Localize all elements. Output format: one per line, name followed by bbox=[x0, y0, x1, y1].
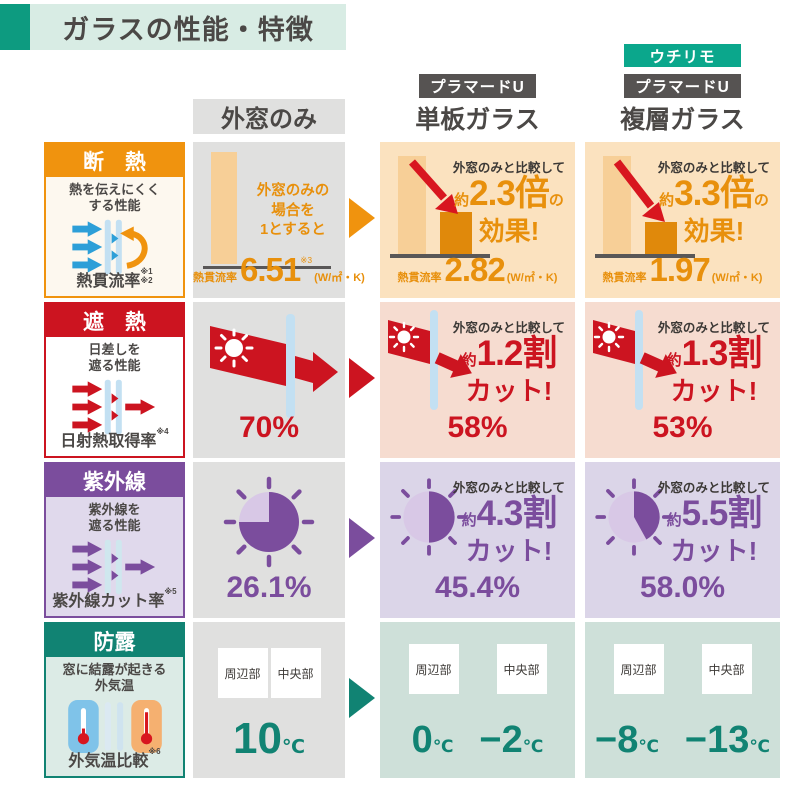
arrow-right-icon bbox=[349, 358, 375, 398]
row-description: 日差しを 遮る性能 bbox=[88, 342, 141, 374]
bar-comparison-icon bbox=[390, 156, 490, 258]
zone-labels: 周辺部 中央部 bbox=[193, 648, 345, 698]
baseline-bar bbox=[211, 152, 237, 264]
zone-labels: 周辺部 中央部 bbox=[585, 644, 780, 694]
uchirimo-badge: ウチリモ bbox=[624, 44, 741, 67]
uv-cut-baseline: 26.1% bbox=[226, 571, 312, 604]
row-metric-label: 熱貫流率※1 ※2 bbox=[76, 267, 153, 290]
double-glass-cell-condensation: 周辺部 中央部 −8℃ −13℃ bbox=[585, 622, 780, 778]
zone-center-label: 中央部 bbox=[496, 644, 547, 694]
single-glass-cell-insulation: 外窓のみと比較して 約2.3倍の 効果! 熱貫流率2.82 (W/㎡・K) bbox=[380, 142, 575, 298]
row-uv: 紫外線 紫外線を 遮る性能 紫外線カット率※5 bbox=[0, 462, 800, 618]
row-description: 熱を伝えにくく する性能 bbox=[69, 182, 160, 214]
zone-edge-label: 周辺部 bbox=[408, 644, 459, 694]
comparison-callout: 外窓のみと比較して 約2.3倍の 効果! bbox=[452, 161, 566, 246]
row-title: 遮 熱 bbox=[46, 304, 183, 337]
comparison-callout: 外窓のみと比較して 約5.5割 カット! bbox=[657, 481, 771, 566]
zone-labels: 周辺部 中央部 bbox=[380, 644, 575, 694]
uv-cut-double: 58.0% bbox=[639, 571, 726, 604]
sun-heat-glass-icon bbox=[46, 378, 183, 436]
row-insulation: 断 熱 熱を伝えにくく する性能 bbox=[0, 142, 800, 298]
u-value-baseline: 熱貫流率6.51※3(W/㎡・K) bbox=[193, 251, 365, 288]
row-description: 紫外線を 遮る性能 bbox=[88, 502, 141, 534]
double-glass-cell-uv: 外窓のみと比較して 約5.5割 カット! 58.0% bbox=[585, 462, 780, 618]
title-accent-block bbox=[0, 4, 30, 50]
uv-cut-single: 45.4% bbox=[434, 571, 521, 604]
edge-temperature: −8℃ bbox=[595, 719, 659, 761]
baseline-cell-uv: 26.1% bbox=[193, 462, 345, 618]
sun-pie-icon bbox=[595, 478, 673, 556]
zone-center-label: 中央部 bbox=[270, 648, 321, 698]
plamard-u-badge-single: プラマードU bbox=[419, 74, 536, 98]
u-value-single: 熱貫流率2.82 (W/㎡・K) bbox=[397, 251, 558, 288]
row-description: 窓に結露が起きる 外気温 bbox=[62, 662, 167, 694]
solar-gain-double: 53% bbox=[652, 411, 713, 444]
row-metric-label: 紫外線カット率※5 bbox=[52, 587, 177, 610]
temperatures-single: 0℃ −2℃ bbox=[380, 719, 575, 762]
temperature-baseline: 10℃ bbox=[233, 714, 305, 763]
sun-pie-icon bbox=[223, 476, 315, 568]
row-metric-label: 外気温比較※6 bbox=[68, 747, 161, 770]
edge-temperature: 0℃ bbox=[411, 719, 454, 761]
insulation-label-card: 断 熱 熱を伝えにくく する性能 bbox=[44, 142, 185, 298]
bar-comparison-icon bbox=[595, 156, 695, 258]
plamard-u-badge-double: プラマードU bbox=[624, 74, 741, 98]
zone-center-label: 中央部 bbox=[701, 644, 752, 694]
temperatures-double: −8℃ −13℃ bbox=[585, 719, 780, 762]
thermometers-icon bbox=[46, 698, 183, 755]
single-glass-cell-heat-shading: 外窓のみと比較して 約1.2割 カット! 58% bbox=[380, 302, 575, 458]
solar-gain-baseline: 70% bbox=[238, 411, 300, 444]
double-glass-cell-insulation: 外窓のみと比較して 約3.3倍の 効果! 熱貫流率1.97 (W/㎡・K) bbox=[585, 142, 780, 298]
page-title: ガラスの性能・特徴 bbox=[30, 4, 346, 50]
column-header-single-glass: 単板ガラス bbox=[415, 106, 540, 134]
comparison-callout: 外窓のみと比較して 約1.2割 カット! bbox=[452, 321, 566, 406]
uv-label-card: 紫外線 紫外線を 遮る性能 紫外線カット率※5 bbox=[44, 462, 185, 618]
arrow-right-icon bbox=[349, 678, 375, 718]
row-title: 防露 bbox=[46, 624, 183, 657]
arrow-right-icon bbox=[349, 198, 375, 238]
solar-gain-single: 58% bbox=[447, 411, 508, 444]
single-glass-cell-uv: 外窓のみと比較して 約4.3割 カット! 45.4% bbox=[380, 462, 575, 618]
heat-flow-glass-icon bbox=[46, 218, 183, 276]
single-glass-cell-condensation: 周辺部 中央部 0℃ −2℃ bbox=[380, 622, 575, 778]
solar-arrow-icon bbox=[210, 314, 338, 418]
baseline-cell-heat-shading: 70% bbox=[193, 302, 345, 458]
baseline-axis bbox=[203, 266, 331, 269]
column-header-baseline: 外窓のみ bbox=[193, 99, 345, 134]
comparison-callout: 外窓のみと比較して 約4.3割 カット! bbox=[452, 481, 566, 566]
sun-pie-icon bbox=[390, 478, 468, 556]
row-title: 紫外線 bbox=[46, 464, 183, 497]
baseline-note: 外窓のみの 場合を 1とすると bbox=[256, 183, 330, 239]
center-temperature: −13℃ bbox=[684, 719, 770, 761]
zone-edge-label: 周辺部 bbox=[613, 644, 664, 694]
uv-glass-icon bbox=[46, 538, 183, 596]
solar-arrow-icon bbox=[388, 310, 472, 410]
comparison-callout: 外窓のみと比較して 約1.3割 カット! bbox=[657, 321, 771, 406]
baseline-cell-condensation: 周辺部 中央部 10℃ bbox=[193, 622, 345, 778]
center-temperature: −2℃ bbox=[479, 719, 544, 761]
row-condensation: 防露 窓に結露が起きる 外気温 外気温比較※6 bbox=[0, 622, 800, 778]
arrow-right-icon bbox=[349, 518, 375, 558]
condensation-label-card: 防露 窓に結露が起きる 外気温 外気温比較※6 bbox=[44, 622, 185, 778]
double-glass-cell-heat-shading: 外窓のみと比較して 約1.3割 カット! 53% bbox=[585, 302, 780, 458]
solar-arrow-icon bbox=[593, 310, 677, 410]
u-value-double: 熱貫流率1.97 (W/㎡・K) bbox=[602, 251, 763, 288]
comparison-callout: 外窓のみと比較して 約3.3倍の 効果! bbox=[657, 161, 771, 246]
baseline-cell-insulation: 外窓のみの 場合を 1とすると 熱貫流率6.51※3(W/㎡・K) bbox=[193, 142, 365, 298]
row-title: 断 熱 bbox=[46, 144, 183, 177]
column-header-double-glass: 複層ガラス bbox=[620, 106, 745, 134]
heat-shading-label-card: 遮 熱 日差しを 遮る性能 日射熱取得率※4 bbox=[44, 302, 185, 458]
row-heat-shading: 遮 熱 日差しを 遮る性能 日射熱取得率※4 bbox=[0, 302, 800, 458]
zone-edge-label: 周辺部 bbox=[217, 648, 268, 698]
row-metric-label: 日射熱取得率※4 bbox=[60, 427, 169, 450]
